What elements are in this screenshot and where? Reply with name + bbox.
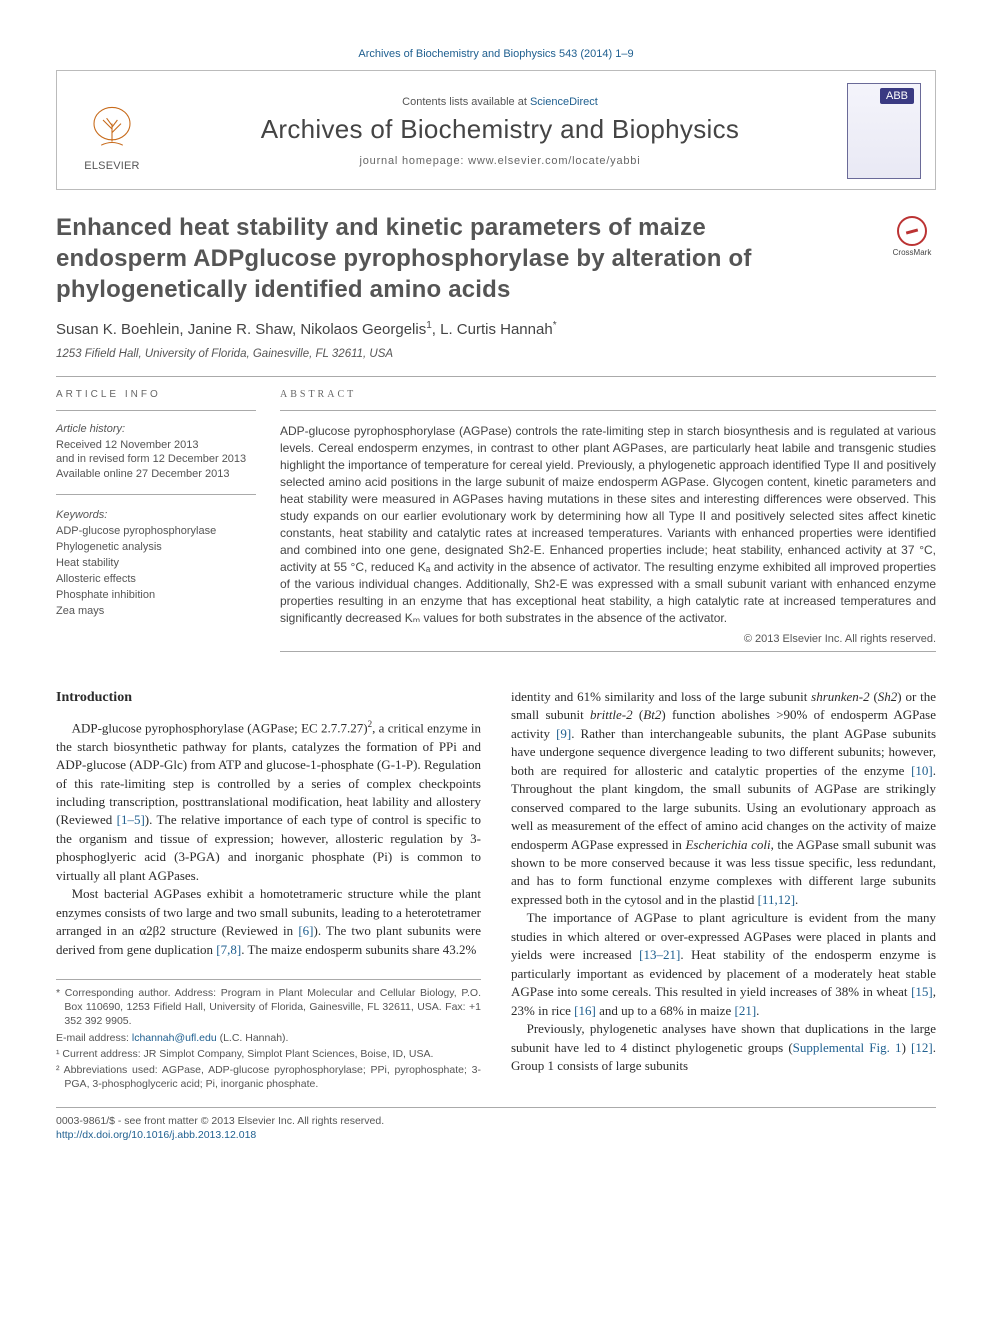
abstract-label: ABSTRACT — [280, 389, 936, 400]
text: ( — [633, 707, 644, 722]
citation[interactable]: [15] — [911, 984, 933, 999]
article-title: Enhanced heat stability and kinetic para… — [56, 212, 836, 306]
sciencedirect-link[interactable]: ScienceDirect — [530, 96, 598, 108]
gene-name: shrunken-2 — [811, 689, 870, 704]
publisher-name: ELSEVIER — [84, 160, 139, 172]
keyword: Allosteric effects — [56, 572, 256, 588]
intro-para-1: ADP-glucose pyrophosphorylase (AGPase; E… — [56, 718, 481, 885]
affiliation: 1253 Fifield Hall, University of Florida… — [56, 348, 936, 360]
citation[interactable]: [21] — [734, 1003, 756, 1018]
copyright: © 2013 Elsevier Inc. All rights reserved… — [280, 633, 936, 645]
email-link[interactable]: lchannah@ufl.edu — [132, 1032, 217, 1044]
citation[interactable]: [9] — [556, 726, 571, 741]
author-last: , L. Curtis Hannah — [432, 321, 553, 338]
keyword: ADP-glucose pyrophosphorylase — [56, 524, 256, 540]
front-matter-line: 0003-9861/$ - see front matter © 2013 El… — [56, 1114, 936, 1128]
abstract-col: ABSTRACT ADP-glucose pyrophosphorylase (… — [280, 389, 936, 664]
history-line: and in revised form 12 December 2013 — [56, 452, 256, 467]
publisher-logo: ELSEVIER — [71, 90, 153, 172]
text: . The maize endosperm subunits share 43.… — [241, 942, 476, 957]
journal-cover-thumbnail: ABB — [847, 83, 921, 179]
gene-name: Sh2 — [878, 689, 898, 704]
info-label: ARTICLE INFO — [56, 389, 256, 400]
body-col-left: Introduction ADP-glucose pyrophosphoryla… — [56, 688, 481, 1093]
journal-masthead: ELSEVIER Contents lists available at Sci… — [56, 70, 936, 190]
citation[interactable]: [11,12] — [758, 892, 795, 907]
journal-name: Archives of Biochemistry and Biophysics — [153, 114, 847, 145]
email-footnote: E-mail address: lchannah@ufl.edu (L.C. H… — [56, 1031, 481, 1045]
footnote-2: ² Abbreviations used: AGPase, ADP-glucos… — [56, 1063, 481, 1091]
elsevier-tree-icon — [85, 102, 139, 156]
text: . — [795, 892, 798, 907]
citation[interactable]: [16] — [574, 1003, 596, 1018]
rule-top — [56, 376, 936, 377]
text: ADP-glucose pyrophosphorylase (AGPase; E… — [72, 720, 368, 735]
contents-lists: Contents lists available at ScienceDirec… — [153, 96, 847, 108]
journal-homepage: journal homepage: www.elsevier.com/locat… — [153, 155, 847, 167]
info-abstract-row: ARTICLE INFO Article history: Received 1… — [56, 389, 936, 664]
citation[interactable]: [7,8] — [216, 942, 241, 957]
rule-abstract-end — [280, 651, 936, 652]
text: (L.C. Hannah). — [217, 1032, 289, 1044]
keyword: Phylogenetic analysis — [56, 540, 256, 556]
history-heading: Article history: — [56, 423, 256, 435]
abstract-text: ADP-glucose pyrophosphorylase (AGPase) c… — [280, 423, 936, 627]
citation[interactable]: [13–21] — [639, 947, 680, 962]
citation[interactable]: [12] — [911, 1040, 933, 1055]
citation[interactable]: [6] — [298, 923, 313, 938]
species-name: Escherichia coli — [685, 837, 770, 852]
title-block: Enhanced heat stability and kinetic para… — [56, 212, 936, 306]
history-line: Received 12 November 2013 — [56, 438, 256, 453]
body-para: identity and 61% similarity and loss of … — [511, 688, 936, 909]
text: . Rather than interchangeable subunits, … — [511, 726, 936, 778]
cover-code: ABB — [880, 88, 914, 104]
doi-block: 0003-9861/$ - see front matter © 2013 El… — [56, 1107, 936, 1142]
body-para: Previously, phylogenetic analyses have s… — [511, 1020, 936, 1075]
footnote-1: ¹ Current address: JR Simplot Company, S… — [56, 1047, 481, 1061]
footnotes: * Corresponding author. Address: Program… — [56, 979, 481, 1091]
homepage-pre: journal homepage: — [360, 155, 469, 167]
paper-page: Archives of Biochemistry and Biophysics … — [0, 0, 992, 1191]
text: . — [756, 1003, 759, 1018]
text: E-mail address: — [56, 1032, 132, 1044]
supp-link[interactable]: Supplemental Fig. 1 — [793, 1040, 902, 1055]
body-col-right: identity and 61% similarity and loss of … — [511, 688, 936, 1093]
text: ) — [902, 1040, 911, 1055]
corr-author-footnote: * Corresponding author. Address: Program… — [56, 986, 481, 1029]
lists-pre: Contents lists available at — [402, 96, 530, 108]
keyword: Heat stability — [56, 556, 256, 572]
rule-info — [56, 410, 256, 411]
author-corr-star: * — [553, 320, 557, 331]
gene-name: Bt2 — [643, 707, 661, 722]
gene-name: brittle-2 — [590, 707, 633, 722]
masthead-center: Contents lists available at ScienceDirec… — [153, 96, 847, 167]
text: ( — [870, 689, 878, 704]
running-head: Archives of Biochemistry and Biophysics … — [56, 48, 936, 60]
article-info: ARTICLE INFO Article history: Received 1… — [56, 389, 256, 664]
crossmark-icon — [897, 216, 927, 246]
keywords-heading: Keywords: — [56, 509, 256, 521]
body-columns: Introduction ADP-glucose pyrophosphoryla… — [56, 688, 936, 1093]
homepage-url[interactable]: www.elsevier.com/locate/yabbi — [468, 155, 640, 167]
intro-para-2: Most bacterial AGPases exhibit a homotet… — [56, 885, 481, 959]
rule-kw — [56, 494, 256, 495]
doi-link[interactable]: http://dx.doi.org/10.1016/j.abb.2013.12.… — [56, 1128, 936, 1142]
rule-abstract — [280, 410, 936, 411]
text: identity and 61% similarity and loss of … — [511, 689, 811, 704]
keyword: Phosphate inhibition — [56, 588, 256, 604]
crossmark-badge[interactable]: CrossMark — [888, 216, 936, 264]
keywords-list: ADP-glucose pyrophosphorylase Phylogenet… — [56, 524, 256, 620]
authors: Susan K. Boehlein, Janine R. Shaw, Nikol… — [56, 320, 936, 338]
history-line: Available online 27 December 2013 — [56, 467, 256, 482]
crossmark-label: CrossMark — [893, 248, 932, 257]
citation[interactable]: [10] — [911, 763, 933, 778]
body-para: The importance of AGPase to plant agricu… — [511, 909, 936, 1020]
text: and up to a 68% in maize — [596, 1003, 735, 1018]
author-names: Susan K. Boehlein, Janine R. Shaw, Nikol… — [56, 321, 426, 338]
keyword: Zea mays — [56, 604, 256, 620]
introduction-heading: Introduction — [56, 688, 481, 708]
citation[interactable]: [1–5] — [117, 812, 145, 827]
